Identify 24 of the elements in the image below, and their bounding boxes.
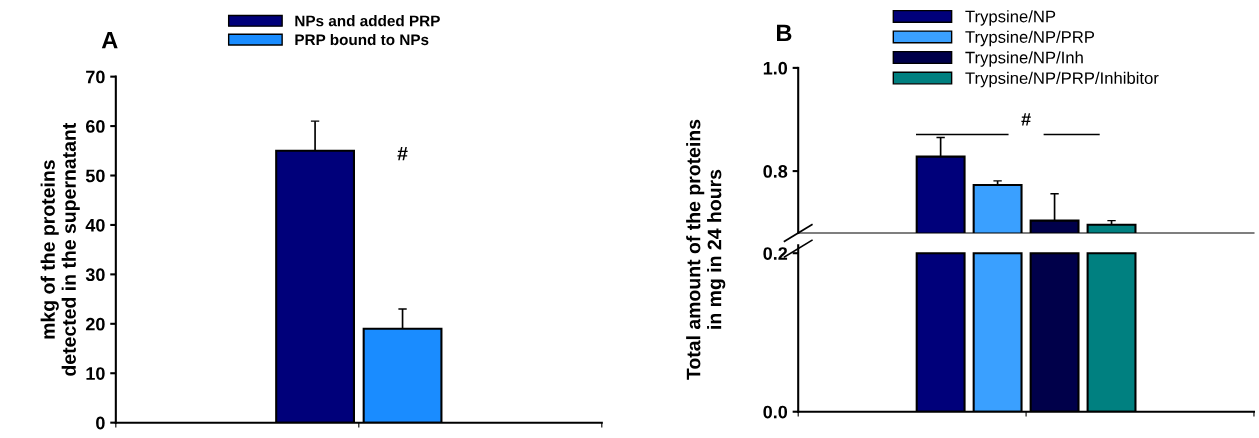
- chart-title: A: [101, 31, 118, 49]
- y-tick-label: 40: [85, 218, 105, 232]
- y-tick-label: 0.0: [763, 405, 788, 419]
- legend-label: Trypsine/NP/PRP/Inhibitor: [965, 71, 1159, 88]
- legend-label: PRP bound to NPs: [295, 33, 429, 46]
- y-tick-label: 0: [96, 416, 105, 430]
- legend-label: NPs and added PRP: [295, 15, 440, 27]
- y-tick-label: 60: [85, 120, 105, 133]
- annotation: #: [397, 146, 408, 161]
- y-tick-label: 50: [85, 169, 105, 183]
- legend-label: Trypsine/NP: [965, 10, 1056, 26]
- legend-label: Trypsine/NP/Inh: [965, 51, 1083, 67]
- y-tick-label: 0.8: [763, 165, 788, 178]
- y-tick-label: 0.2: [763, 247, 788, 260]
- y-tick-label: 30: [85, 268, 105, 282]
- annotation: #: [1021, 113, 1031, 126]
- y-tick-label: 20: [85, 317, 105, 331]
- chart-title: B: [777, 24, 792, 41]
- y-axis-title: mkg of the proteins detected in the supernatant: [40, 122, 80, 376]
- y-tick-label: 10: [86, 367, 105, 380]
- y-tick-label: 1.0: [763, 61, 788, 75]
- y-axis-title: Total amount of the proteins in mg in 24 hours: [686, 119, 726, 380]
- y-tick-label: 70: [86, 70, 105, 84]
- legend-label: Trypsine/NP/PRP: [965, 30, 1095, 47]
